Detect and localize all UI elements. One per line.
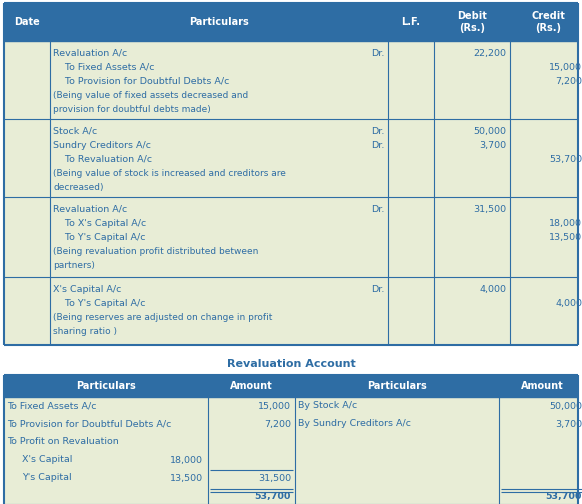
Text: Stock A/c: Stock A/c: [53, 127, 97, 136]
Text: 7,200: 7,200: [264, 419, 291, 428]
Text: 4,000: 4,000: [479, 285, 506, 294]
Text: To Y's Capital A/c: To Y's Capital A/c: [53, 233, 146, 242]
Text: sharing ratio ): sharing ratio ): [53, 327, 117, 336]
Text: 53,700: 53,700: [546, 491, 582, 500]
Text: By Sundry Creditors A/c: By Sundry Creditors A/c: [298, 419, 411, 428]
Text: decreased): decreased): [53, 183, 104, 192]
Text: 15,000: 15,000: [549, 63, 582, 72]
Text: Dr.: Dr.: [371, 285, 384, 294]
Text: 15,000: 15,000: [258, 402, 291, 410]
Text: 4,000: 4,000: [555, 299, 582, 308]
Text: To Revaluation A/c: To Revaluation A/c: [53, 155, 152, 164]
Text: (Being value of fixed assets decreased and: (Being value of fixed assets decreased a…: [53, 91, 249, 100]
Bar: [4, 41, 578, 345]
Text: provision for doubtful debts made): provision for doubtful debts made): [53, 105, 211, 114]
Text: To Provision for Doubtful Debts A/c: To Provision for Doubtful Debts A/c: [53, 77, 229, 86]
Text: Sundry Creditors A/c: Sundry Creditors A/c: [53, 141, 151, 150]
Text: X's Capital: X's Capital: [22, 456, 72, 465]
Text: 13,500: 13,500: [170, 473, 203, 482]
Text: Debit
(Rs.): Debit (Rs.): [457, 11, 487, 33]
Bar: [4, 3, 578, 41]
Text: 50,000: 50,000: [549, 402, 582, 410]
Text: By Stock A/c: By Stock A/c: [298, 402, 357, 410]
Text: 31,500: 31,500: [258, 473, 291, 482]
Text: (Being reserves are adjusted on change in profit: (Being reserves are adjusted on change i…: [53, 313, 272, 322]
Text: To X's Capital A/c: To X's Capital A/c: [53, 219, 146, 228]
Text: (Being value of stock is increased and creditors are: (Being value of stock is increased and c…: [53, 169, 286, 178]
Text: L.F.: L.F.: [402, 17, 421, 27]
Text: Credit
(Rs.): Credit (Rs.): [531, 11, 565, 33]
Text: Dr.: Dr.: [371, 141, 384, 150]
Text: 50,000: 50,000: [473, 127, 506, 136]
Text: To Profit on Revaluation: To Profit on Revaluation: [7, 437, 119, 447]
Text: 31,500: 31,500: [473, 205, 506, 214]
Text: 3,700: 3,700: [555, 419, 582, 428]
Text: 18,000: 18,000: [170, 456, 203, 465]
Text: 53,700: 53,700: [255, 491, 291, 500]
Text: To Y's Capital A/c: To Y's Capital A/c: [53, 299, 146, 308]
Text: Revaluation A/c: Revaluation A/c: [53, 49, 127, 58]
Text: X's Capital A/c: X's Capital A/c: [53, 285, 122, 294]
Text: 7,200: 7,200: [555, 77, 582, 86]
Text: 3,700: 3,700: [479, 141, 506, 150]
Text: Particulars: Particulars: [189, 17, 249, 27]
Text: 22,200: 22,200: [473, 49, 506, 58]
Text: Y's Capital: Y's Capital: [22, 473, 72, 482]
Bar: [4, 375, 578, 397]
Text: To Fixed Assets A/c: To Fixed Assets A/c: [53, 63, 154, 72]
Text: Dr.: Dr.: [371, 49, 384, 58]
Text: Revaluation Account: Revaluation Account: [226, 359, 356, 369]
Text: To Fixed Assets A/c: To Fixed Assets A/c: [7, 402, 97, 410]
Text: Particulars: Particulars: [367, 381, 427, 391]
Text: partners): partners): [53, 261, 95, 270]
Text: Date: Date: [14, 17, 40, 27]
Text: To Provision for Doubtful Debts A/c: To Provision for Doubtful Debts A/c: [7, 419, 171, 428]
Text: Amount: Amount: [521, 381, 564, 391]
Text: Dr.: Dr.: [371, 205, 384, 214]
Text: 13,500: 13,500: [549, 233, 582, 242]
Text: Dr.: Dr.: [371, 127, 384, 136]
Text: Amount: Amount: [230, 381, 273, 391]
Bar: [4, 397, 578, 504]
Text: 18,000: 18,000: [549, 219, 582, 228]
Text: Particulars: Particulars: [76, 381, 136, 391]
Text: 53,700: 53,700: [549, 155, 582, 164]
Text: Revaluation A/c: Revaluation A/c: [53, 205, 127, 214]
Text: (Being revaluation profit distributed between: (Being revaluation profit distributed be…: [53, 247, 258, 256]
